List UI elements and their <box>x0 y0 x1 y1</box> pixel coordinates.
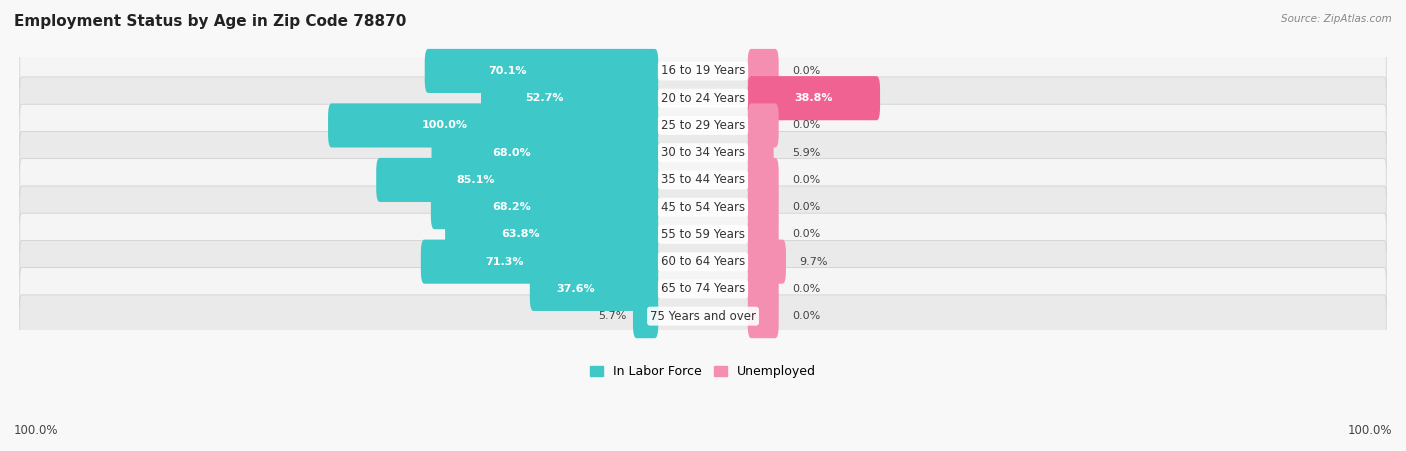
Text: 38.8%: 38.8% <box>794 93 834 103</box>
FancyBboxPatch shape <box>530 267 658 311</box>
FancyBboxPatch shape <box>748 267 779 311</box>
Text: 20 to 24 Years: 20 to 24 Years <box>661 92 745 105</box>
Text: 100.0%: 100.0% <box>1347 424 1392 437</box>
Text: 0.0%: 0.0% <box>793 230 821 239</box>
Text: Source: ZipAtlas.com: Source: ZipAtlas.com <box>1281 14 1392 23</box>
FancyBboxPatch shape <box>20 267 1386 310</box>
FancyBboxPatch shape <box>328 103 658 147</box>
Text: 37.6%: 37.6% <box>557 284 595 294</box>
FancyBboxPatch shape <box>748 103 779 147</box>
Text: 75 Years and over: 75 Years and over <box>650 310 756 322</box>
FancyBboxPatch shape <box>20 240 1386 283</box>
Text: 68.0%: 68.0% <box>492 147 531 158</box>
Text: 35 to 44 Years: 35 to 44 Years <box>661 174 745 186</box>
FancyBboxPatch shape <box>20 159 1386 201</box>
Text: 60 to 64 Years: 60 to 64 Years <box>661 255 745 268</box>
FancyBboxPatch shape <box>748 49 779 93</box>
Text: 0.0%: 0.0% <box>793 120 821 130</box>
Text: 30 to 34 Years: 30 to 34 Years <box>661 146 745 159</box>
Text: 70.1%: 70.1% <box>488 66 527 76</box>
Text: 52.7%: 52.7% <box>524 93 564 103</box>
Text: Employment Status by Age in Zip Code 78870: Employment Status by Age in Zip Code 788… <box>14 14 406 28</box>
Text: 85.1%: 85.1% <box>457 175 495 185</box>
FancyBboxPatch shape <box>432 131 658 175</box>
FancyBboxPatch shape <box>748 294 779 338</box>
FancyBboxPatch shape <box>748 212 779 257</box>
FancyBboxPatch shape <box>377 158 658 202</box>
FancyBboxPatch shape <box>20 50 1386 92</box>
FancyBboxPatch shape <box>481 76 658 120</box>
Text: 0.0%: 0.0% <box>793 202 821 212</box>
FancyBboxPatch shape <box>748 239 786 284</box>
Text: 9.7%: 9.7% <box>800 257 828 267</box>
FancyBboxPatch shape <box>633 294 658 338</box>
Text: 0.0%: 0.0% <box>793 311 821 321</box>
Text: 0.0%: 0.0% <box>793 284 821 294</box>
Text: 100.0%: 100.0% <box>14 424 59 437</box>
Text: 65 to 74 Years: 65 to 74 Years <box>661 282 745 295</box>
FancyBboxPatch shape <box>20 213 1386 256</box>
Text: 5.7%: 5.7% <box>598 311 626 321</box>
FancyBboxPatch shape <box>20 77 1386 120</box>
FancyBboxPatch shape <box>446 212 658 257</box>
FancyBboxPatch shape <box>748 76 880 120</box>
FancyBboxPatch shape <box>430 185 658 229</box>
Text: 68.2%: 68.2% <box>492 202 531 212</box>
Text: 45 to 54 Years: 45 to 54 Years <box>661 201 745 214</box>
FancyBboxPatch shape <box>20 186 1386 228</box>
FancyBboxPatch shape <box>748 158 779 202</box>
FancyBboxPatch shape <box>425 49 658 93</box>
FancyBboxPatch shape <box>748 185 779 229</box>
FancyBboxPatch shape <box>20 131 1386 174</box>
Text: 0.0%: 0.0% <box>793 175 821 185</box>
FancyBboxPatch shape <box>420 239 658 284</box>
Text: 63.8%: 63.8% <box>502 230 540 239</box>
Text: 71.3%: 71.3% <box>485 257 524 267</box>
Text: 16 to 19 Years: 16 to 19 Years <box>661 64 745 78</box>
Text: 0.0%: 0.0% <box>793 66 821 76</box>
FancyBboxPatch shape <box>20 104 1386 147</box>
Text: 55 to 59 Years: 55 to 59 Years <box>661 228 745 241</box>
FancyBboxPatch shape <box>748 131 773 175</box>
FancyBboxPatch shape <box>20 295 1386 337</box>
Text: 25 to 29 Years: 25 to 29 Years <box>661 119 745 132</box>
Legend: In Labor Force, Unemployed: In Labor Force, Unemployed <box>585 360 821 383</box>
Text: 5.9%: 5.9% <box>793 147 821 158</box>
Text: 100.0%: 100.0% <box>422 120 468 130</box>
